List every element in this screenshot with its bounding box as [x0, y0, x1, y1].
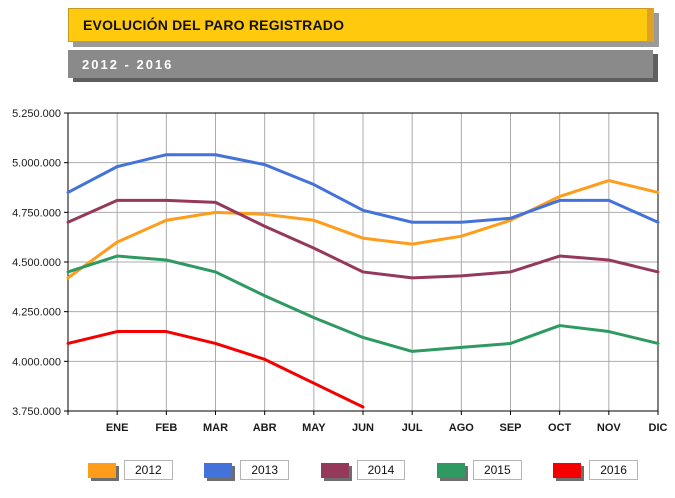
- y-axis-label: 4.750.000: [12, 207, 61, 219]
- series-line-2014: [66, 198, 660, 280]
- x-axis-label: SEP: [499, 422, 521, 434]
- x-axis-label: JUL: [402, 422, 423, 434]
- y-axis-label: 5.000.000: [12, 158, 61, 170]
- legend-item-2016: 2016: [553, 460, 638, 480]
- x-axis-label: NOV: [597, 422, 622, 434]
- series-line-2015: [66, 254, 660, 353]
- legend-swatch-2016: [553, 462, 582, 478]
- legend-label: 2015: [472, 460, 522, 480]
- x-axis-label: JUN: [352, 422, 374, 434]
- x-axis-label: FEB: [155, 422, 177, 434]
- series-line-2016: [66, 330, 365, 409]
- x-axis-label: DIC: [649, 422, 668, 434]
- x-axis-label: OCT: [548, 422, 572, 434]
- x-axis-label: ABR: [253, 422, 277, 434]
- legend-label: 2012: [124, 460, 173, 480]
- x-axis-label: AGO: [449, 422, 475, 434]
- y-axis-label: 3.750.000: [12, 406, 61, 418]
- page-title: EVOLUCIÓN DEL PARO REGISTRADO: [83, 17, 345, 33]
- x-axis-label: MAY: [302, 422, 326, 434]
- legend-label: 2016: [589, 460, 638, 480]
- y-axis-label: 4.250.000: [12, 307, 61, 319]
- series-line-2012: [66, 179, 660, 280]
- y-axis-label: 4.000.000: [12, 356, 61, 368]
- y-axis-label: 4.500.000: [12, 257, 61, 269]
- chart-legend: 2012 2013 2014 2015 2016: [68, 452, 658, 488]
- legend-item-2014: 2014: [320, 460, 406, 480]
- page-subtitle: 2012 - 2016: [82, 56, 174, 72]
- legend-label: 2014: [356, 460, 406, 480]
- subtitle-bar: 2012 - 2016: [68, 50, 653, 78]
- legend-item-2015: 2015: [436, 460, 522, 480]
- legend-label: 2013: [240, 460, 290, 480]
- legend-swatch-2013: [204, 462, 233, 478]
- y-axis-label: 5.250.000: [12, 108, 61, 120]
- x-axis-label: ENE: [106, 422, 129, 434]
- legend-swatch-2012: [88, 462, 116, 478]
- legend-swatch-2015: [436, 462, 465, 478]
- title-bar: EVOLUCIÓN DEL PARO REGISTRADO: [68, 8, 654, 42]
- legend-item-2013: 2013: [204, 460, 290, 480]
- series-line-2013: [66, 153, 660, 224]
- x-axis-label: MAR: [203, 422, 228, 434]
- legend-item-2012: 2012: [88, 460, 173, 480]
- plot-border: [67, 112, 659, 412]
- legend-swatch-2014: [320, 462, 349, 478]
